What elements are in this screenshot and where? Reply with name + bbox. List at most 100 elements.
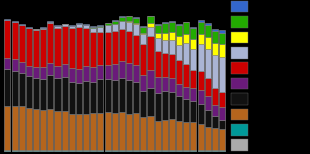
Bar (126, 31, 132, 63)
Bar (55, 111, 60, 150)
Bar (26, 150, 32, 151)
Bar (40, 29, 46, 67)
Bar (190, 39, 197, 49)
Bar (155, 33, 161, 38)
Bar (162, 22, 168, 23)
Bar (212, 88, 218, 105)
Bar (219, 92, 225, 107)
Bar (19, 24, 25, 25)
Bar (19, 106, 25, 150)
Bar (169, 40, 175, 54)
Bar (219, 151, 225, 152)
Bar (190, 151, 197, 152)
Bar (119, 16, 125, 17)
Bar (11, 22, 18, 59)
Bar (197, 90, 204, 104)
Bar (40, 110, 46, 150)
Bar (190, 28, 197, 39)
Bar (183, 64, 189, 87)
Bar (140, 150, 146, 151)
Bar (55, 26, 60, 28)
Bar (169, 119, 175, 150)
Bar (190, 49, 197, 70)
Bar (97, 25, 104, 26)
Bar (219, 30, 225, 33)
Bar (83, 150, 89, 151)
Bar (176, 151, 182, 152)
Bar (183, 87, 189, 99)
Bar (97, 27, 104, 32)
Bar (40, 27, 46, 28)
Bar (19, 62, 25, 73)
Bar (148, 151, 153, 152)
Bar (148, 26, 153, 36)
Bar (176, 83, 182, 96)
Bar (183, 122, 189, 150)
Bar (212, 151, 218, 152)
Bar (104, 23, 111, 25)
Bar (133, 151, 139, 152)
Bar (119, 29, 125, 61)
Bar (55, 28, 60, 66)
Bar (112, 20, 118, 21)
Bar (69, 114, 75, 150)
Bar (205, 25, 211, 37)
Bar (162, 120, 168, 150)
Bar (62, 151, 68, 152)
Bar (140, 44, 146, 75)
Bar (169, 32, 175, 40)
Bar (126, 151, 132, 152)
Bar (69, 25, 75, 26)
Bar (126, 63, 132, 80)
Bar (176, 60, 182, 83)
Bar (126, 22, 132, 31)
Bar (40, 28, 46, 29)
Bar (205, 37, 211, 49)
Bar (148, 23, 153, 26)
Bar (133, 23, 139, 24)
Bar (212, 31, 218, 43)
Bar (190, 27, 197, 28)
Bar (47, 109, 53, 150)
Bar (169, 54, 175, 78)
Bar (148, 116, 153, 150)
Bar (76, 114, 82, 150)
Bar (4, 19, 11, 20)
Bar (119, 17, 125, 21)
Bar (219, 57, 225, 92)
Bar (162, 91, 168, 120)
Bar (4, 20, 11, 58)
Bar (205, 110, 211, 127)
Bar (97, 113, 104, 150)
Bar (197, 22, 204, 34)
Bar (133, 35, 139, 65)
Bar (155, 24, 161, 25)
Bar (183, 150, 189, 151)
Bar (183, 151, 189, 152)
Bar (212, 128, 218, 150)
Bar (148, 16, 153, 23)
Bar (176, 121, 182, 150)
Bar (169, 22, 175, 32)
Bar (26, 28, 32, 66)
Bar (83, 28, 89, 66)
Bar (155, 150, 161, 151)
Bar (197, 44, 204, 71)
Bar (176, 150, 182, 151)
Bar (119, 77, 125, 112)
Bar (11, 150, 18, 151)
Bar (33, 67, 39, 78)
Bar (47, 21, 53, 22)
Bar (4, 69, 11, 106)
Bar (90, 151, 96, 152)
Bar (140, 26, 146, 27)
Bar (155, 77, 161, 93)
Bar (133, 65, 139, 82)
Bar (140, 27, 146, 33)
Bar (104, 112, 111, 150)
Bar (169, 21, 175, 22)
Bar (69, 150, 75, 151)
Bar (69, 68, 75, 82)
Bar (197, 20, 204, 22)
Bar (133, 24, 139, 35)
